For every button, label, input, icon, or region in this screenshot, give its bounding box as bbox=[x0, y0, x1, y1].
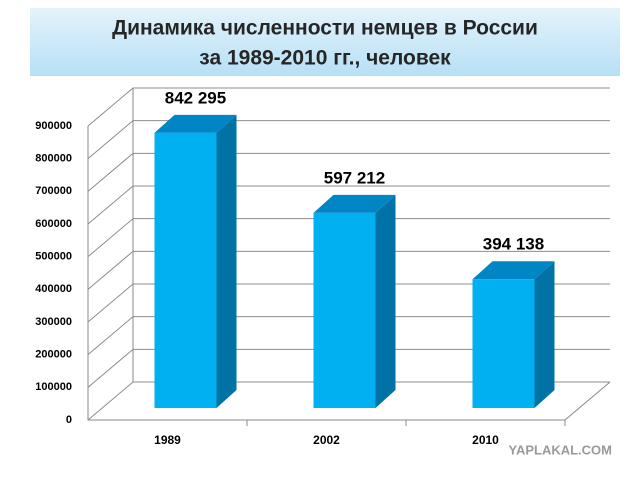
y-tick-label: 400000 bbox=[35, 283, 72, 295]
bar bbox=[313, 212, 376, 408]
grid-line bbox=[87, 152, 610, 192]
grid-line bbox=[87, 250, 610, 290]
bar-top bbox=[472, 261, 555, 280]
grid-line bbox=[87, 185, 610, 225]
grid-line bbox=[87, 316, 610, 356]
y-tick-label: 500000 bbox=[35, 251, 72, 263]
value-label: 597 212 bbox=[324, 168, 385, 187]
x-tick-label: 2002 bbox=[313, 433, 340, 447]
grid-line bbox=[87, 348, 610, 388]
grid-line bbox=[87, 381, 610, 421]
chart-title: Динамика численности немцев в России bbox=[112, 17, 538, 40]
grid-line bbox=[87, 218, 610, 258]
bar-top bbox=[313, 194, 396, 213]
x-tick-label: 2010 bbox=[472, 433, 499, 447]
y-tick-label: 0 bbox=[66, 414, 72, 426]
grid-line bbox=[87, 120, 610, 160]
grid-line bbox=[87, 283, 610, 323]
y-tick-label: 100000 bbox=[35, 381, 72, 393]
value-label: 842 295 bbox=[165, 88, 226, 107]
value-label: 394 138 bbox=[483, 235, 544, 254]
bar bbox=[472, 279, 535, 408]
grid-line bbox=[87, 87, 610, 127]
x-tick-label: 1989 bbox=[154, 433, 181, 447]
y-tick-label: 600000 bbox=[35, 218, 72, 230]
y-tick-label: 200000 bbox=[35, 349, 72, 361]
y-tick-label: 900000 bbox=[35, 120, 72, 132]
y-tick-label: 300000 bbox=[35, 316, 72, 328]
title-box bbox=[30, 8, 620, 76]
chart-subtitle: за 1989-2010 гг., человек bbox=[199, 47, 451, 70]
bar-side bbox=[534, 261, 555, 408]
axis-wall bbox=[87, 126, 611, 421]
y-tick-label: 800000 bbox=[35, 153, 72, 165]
bar-side bbox=[216, 114, 237, 408]
y-tick-label: 700000 bbox=[35, 185, 72, 197]
bar-side bbox=[375, 194, 396, 408]
bar bbox=[154, 132, 217, 409]
watermark: YAPLAKAL.COM bbox=[508, 442, 612, 457]
bar-top bbox=[154, 114, 237, 133]
